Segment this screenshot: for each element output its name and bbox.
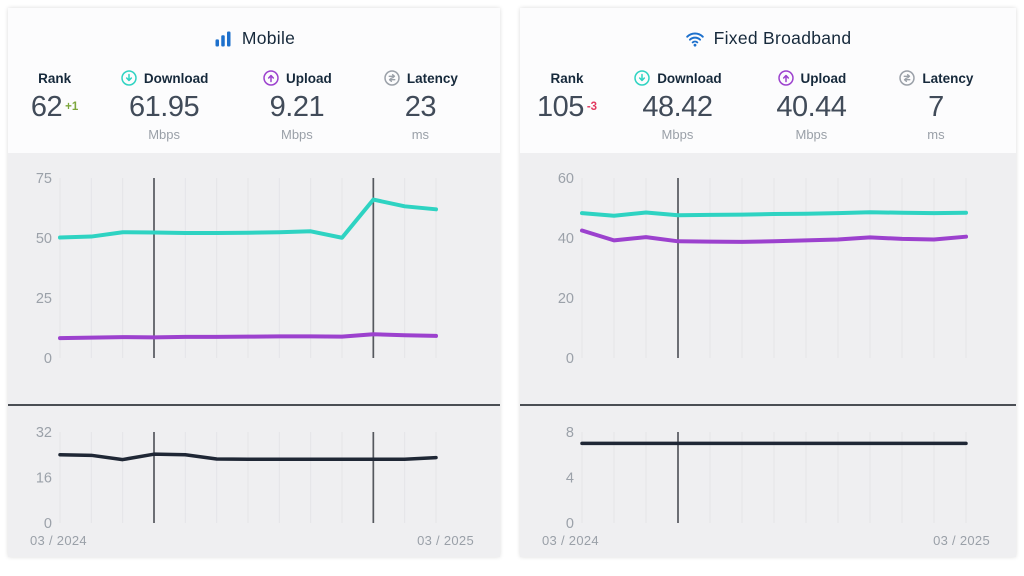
upload-value: 9.21 — [269, 91, 325, 123]
latency-unit: ms — [411, 127, 430, 142]
mobile-signal-bars-icon — [215, 31, 231, 46]
stat-label: Upload — [286, 70, 332, 86]
mobile-speed-chart-section: 0 25 50 75 — [8, 153, 500, 404]
upload-value: 40.44 — [776, 91, 847, 123]
panel-fixed-broadband: Fixed Broadband Rank 105 -3 Download — [520, 8, 1016, 557]
stat-upload[interactable]: Upload 9.21 Mbps — [227, 68, 367, 142]
svg-text:20: 20 — [558, 291, 574, 307]
fixed-latency-chart[interactable]: 0 4 8 — [520, 406, 1016, 557]
svg-text:75: 75 — [36, 171, 52, 187]
svg-text:8: 8 — [566, 425, 574, 441]
svg-text:0: 0 — [566, 351, 574, 367]
latency-value: 23 — [404, 91, 437, 123]
stat-label: Rank — [550, 70, 584, 86]
svg-text:40: 40 — [558, 231, 574, 247]
rank-value: 105 — [536, 91, 584, 123]
fixed-speed-chart[interactable]: 0 20 40 60 — [520, 153, 1016, 404]
fixed-stats-row: Rank 105 -3 Download 48.42 Mbps — [520, 68, 990, 142]
svg-text:0: 0 — [566, 516, 574, 532]
stat-label-row: Upload — [741, 68, 882, 88]
stat-label-row: Download — [101, 68, 227, 88]
stat-latency[interactable]: Latency 23 ms — [367, 68, 474, 142]
fixed-latency-chart-section: 0 4 8 03 / 2024 03 / 2025 — [520, 406, 1016, 557]
latency-icon — [899, 70, 916, 86]
mobile-speed-chart[interactable]: 0 25 50 75 — [8, 153, 500, 404]
x-axis-end-label: 03 / 2025 — [933, 533, 990, 548]
panel-mobile: Mobile Rank 62 +1 Download — [8, 8, 500, 557]
fixed-speed-chart-section: 0 20 40 60 — [520, 153, 1016, 404]
panel-mobile-title: Mobile — [8, 28, 500, 49]
download-value: 61.95 — [129, 91, 200, 123]
stat-label: Download — [143, 70, 209, 86]
stat-label-row: Download — [614, 68, 741, 88]
mobile-latency-chart[interactable]: 0 16 32 — [8, 406, 500, 557]
stat-rank[interactable]: Rank 105 -3 — [520, 68, 614, 142]
stat-label-row: Latency — [882, 68, 990, 88]
download-icon — [634, 70, 650, 86]
section-divider — [520, 404, 1016, 406]
panel-title-text: Fixed Broadband — [713, 28, 852, 48]
stat-label: Latency — [922, 70, 974, 86]
svg-text:32: 32 — [36, 425, 52, 441]
stat-label: Download — [657, 70, 722, 86]
download-unit: Mbps — [661, 127, 694, 142]
latency-value: 7 — [928, 91, 944, 123]
stat-label-row: Latency — [367, 68, 474, 88]
stat-label-row: Upload — [227, 68, 367, 88]
stat-download[interactable]: Download 48.42 Mbps — [614, 68, 741, 142]
upload-unit: Mbps — [281, 127, 313, 142]
svg-text:25: 25 — [36, 291, 52, 307]
svg-text:16: 16 — [36, 471, 52, 487]
upload-icon — [263, 70, 279, 86]
x-axis-end-label: 03 / 2025 — [417, 533, 474, 548]
mobile-latency-chart-section: 0 16 32 03 / 2024 03 / 2025 — [8, 406, 500, 557]
wifi-icon — [685, 32, 704, 47]
download-icon — [121, 70, 137, 86]
download-value: 48.42 — [642, 91, 713, 123]
x-axis-start-label: 03 / 2024 — [30, 533, 87, 548]
x-axis-start-label: 03 / 2024 — [542, 533, 599, 548]
upload-icon — [777, 70, 794, 86]
mobile-stats-row: Rank 62 +1 Download 61.95 Mbps — [8, 68, 474, 142]
rank-value: 62 — [30, 91, 63, 123]
latency-icon — [384, 70, 400, 86]
stat-label-row: Rank — [8, 68, 101, 88]
section-divider — [8, 404, 500, 406]
stat-rank[interactable]: Rank 62 +1 — [8, 68, 101, 142]
panel-fixed-title: Fixed Broadband — [520, 28, 1016, 49]
stat-label: Upload — [800, 70, 847, 86]
stat-download[interactable]: Download 61.95 Mbps — [101, 68, 227, 142]
stat-label: Latency — [406, 70, 458, 86]
svg-text:50: 50 — [36, 231, 52, 247]
rank-delta-badge: +1 — [65, 100, 79, 113]
svg-text:4: 4 — [566, 471, 574, 487]
stat-label: Rank — [38, 70, 72, 86]
stat-upload[interactable]: Upload 40.44 Mbps — [741, 68, 882, 142]
latency-unit: ms — [927, 127, 945, 142]
stat-latency[interactable]: Latency 7 ms — [882, 68, 990, 142]
upload-unit: Mbps — [795, 127, 828, 142]
panel-title-text: Mobile — [241, 28, 296, 48]
download-unit: Mbps — [148, 127, 180, 142]
rank-delta-badge: -3 — [586, 100, 598, 113]
stat-label-row: Rank — [520, 68, 614, 88]
svg-text:0: 0 — [44, 516, 52, 532]
svg-text:0: 0 — [44, 351, 52, 367]
svg-text:60: 60 — [558, 171, 574, 187]
